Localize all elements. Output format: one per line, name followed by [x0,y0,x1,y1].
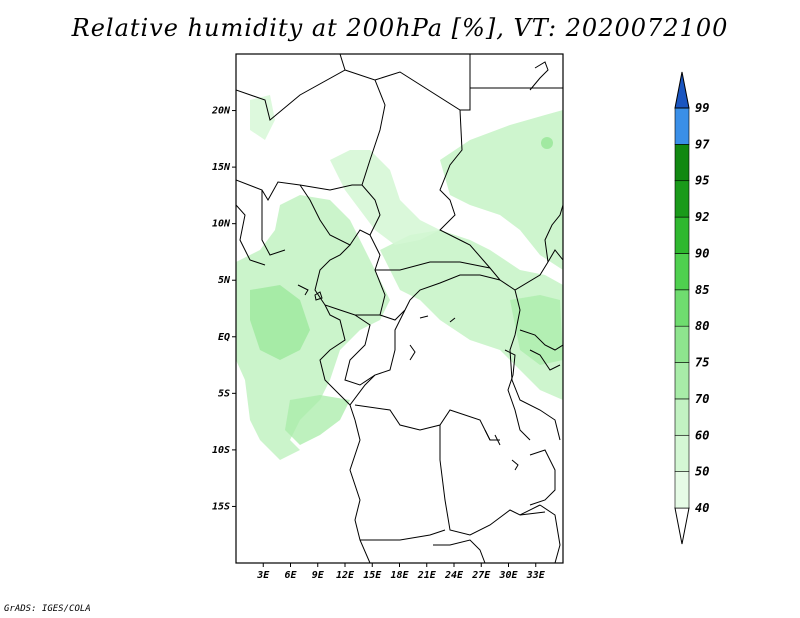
colorbar-segment [674,471,690,509]
lon-tick-label: 12E [336,570,355,581]
colorbar-top-arrow [674,71,690,109]
lon-tick-label: 3E [256,570,270,581]
colorbar-label: 75 [695,356,709,370]
colorbar-segment [674,216,690,254]
latitude-axis: 20N 15N 10N 5N EQ 5S 10S 15S [211,106,236,512]
lat-tick-label: 20N [211,106,231,117]
colorbar-label: 99 [695,101,709,115]
colorbar-label: 90 [695,246,709,260]
humidity-region-south [285,395,350,445]
lat-tick-label: 15S [212,501,230,512]
lat-tick-label: 10N [212,219,231,230]
lat-tick-label: 15N [212,162,231,173]
lat-tick-label: 5S [218,388,230,399]
map-title: Relative humidity at 200hPa [%], VT: 202… [71,14,729,42]
colorbar-label: 80 [695,319,709,333]
lon-tick-label: 21E [417,570,437,581]
colorbar-segment [674,362,690,400]
lon-tick-label: 30E [498,570,518,581]
colorbar-label: 40 [695,501,709,515]
lon-tick-label: 9E [312,570,325,581]
colorbar-segment [674,144,690,182]
humidity-region-sahel [250,95,275,140]
colorbar-label: 97 [695,137,710,151]
colorbar-segment [674,180,690,218]
colorbar-segment [674,289,690,327]
lon-tick-label: 24E [444,570,464,581]
colorbar-segment [674,253,690,291]
humidity-region-west [236,195,390,460]
humidity-region-north [330,150,440,245]
colorbar-segment [674,107,690,145]
humidity-field [236,95,563,460]
lon-tick-label: 27E [471,570,491,581]
colorbar-segment [674,398,690,436]
colorbar-label: 95 [695,174,709,188]
colorbar-label: 85 [695,283,709,297]
humidity-region-core [250,285,310,360]
colorbar-segment [674,434,690,472]
humidity-region-central [380,230,563,400]
lon-tick-label: 33E [526,570,546,581]
longitude-axis: 3E 6E 9E 12E 15E 18E 21E 24E 27E 30E 33E [256,563,546,581]
lat-tick-label: 10S [212,445,230,456]
humidity-region-northeast [440,110,563,270]
lon-tick-label: 6E [284,570,297,581]
colorbar: 40 50 60 70 75 80 85 90 92 95 97 99 [674,71,710,545]
lon-tick-label: 15E [363,570,382,581]
lat-tick-label: EQ [218,332,230,343]
grads-credit: GrADS: IGES/COLA [4,604,91,614]
colorbar-label: 60 [695,428,709,442]
colorbar-segment [674,325,690,363]
colorbar-label: 70 [695,392,709,406]
lat-tick-label: 5N [218,275,231,286]
colorbar-bottom-arrow [674,507,690,545]
country-borders [236,54,563,563]
humidity-blob-east [541,137,553,149]
colorbar-label: 50 [695,465,709,479]
lon-tick-label: 18E [390,570,409,581]
colorbar-label: 92 [695,210,709,224]
